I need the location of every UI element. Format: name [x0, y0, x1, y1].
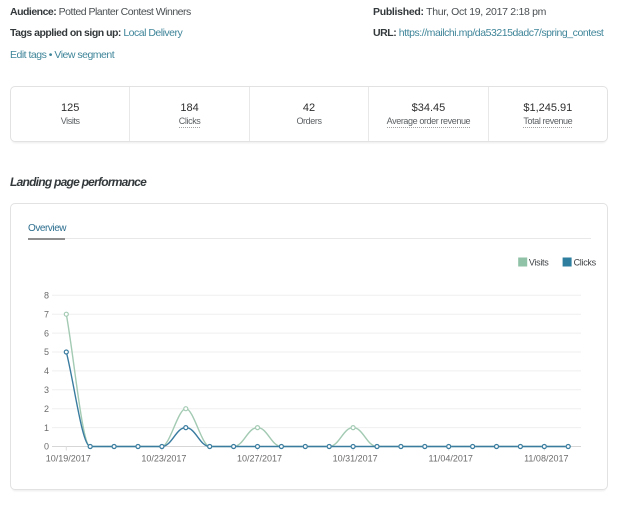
- svg-text:7: 7: [44, 309, 49, 319]
- svg-text:0: 0: [44, 442, 49, 452]
- svg-text:11/08/2017: 11/08/2017: [524, 454, 568, 464]
- svg-text:Clicks: Clicks: [574, 258, 597, 268]
- svg-text:10/31/2017: 10/31/2017: [333, 454, 378, 464]
- svg-text:3: 3: [44, 385, 49, 395]
- svg-text:5: 5: [44, 347, 49, 357]
- svg-text:10/23/2017: 10/23/2017: [141, 454, 186, 464]
- svg-text:6: 6: [44, 328, 49, 338]
- svg-text:10/19/2017: 10/19/2017: [46, 454, 91, 464]
- svg-text:8: 8: [44, 291, 49, 301]
- svg-text:10/27/2017: 10/27/2017: [237, 454, 282, 464]
- svg-text:Visits: Visits: [529, 258, 549, 268]
- svg-text:11/04/2017: 11/04/2017: [429, 454, 473, 464]
- svg-text:2: 2: [44, 404, 49, 414]
- svg-text:4: 4: [44, 366, 49, 376]
- svg-text:1: 1: [44, 423, 49, 433]
